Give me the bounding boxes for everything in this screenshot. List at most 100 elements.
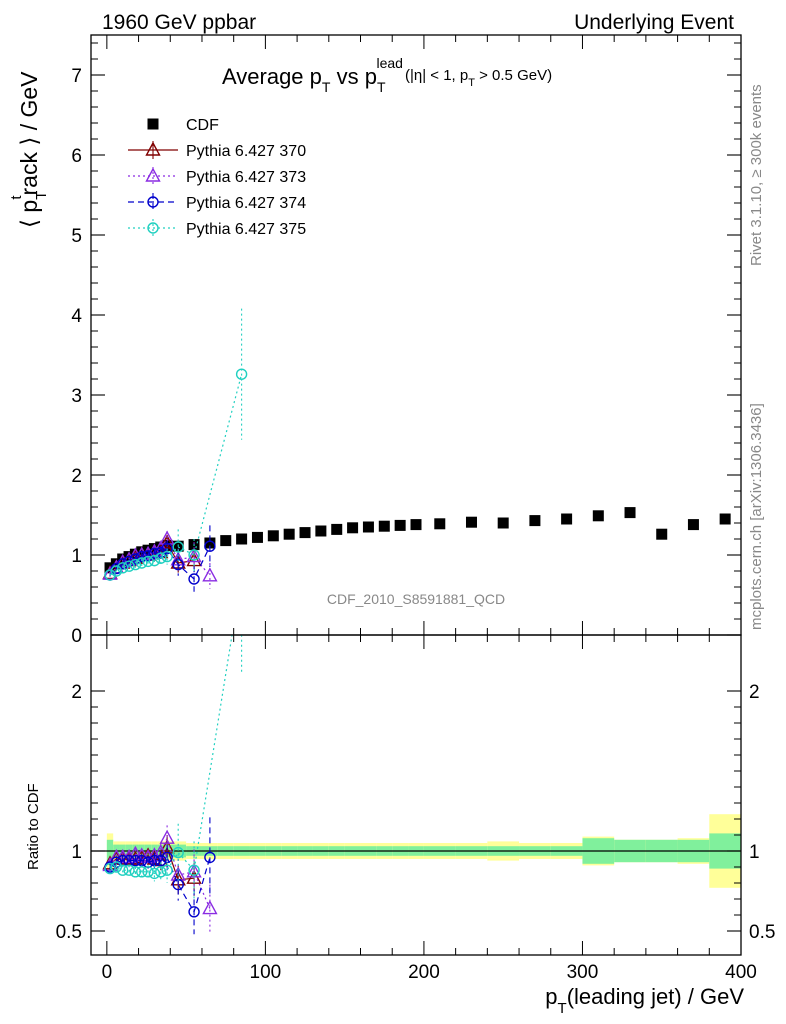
legend-entry-label: Pythia 6.427 374: [186, 195, 306, 212]
legend-marker: [147, 196, 159, 208]
main-series-4-point: [123, 560, 135, 572]
x-tick-label: 300: [567, 962, 599, 983]
main-series-0-point: [204, 537, 216, 549]
ratio-series-3-point: [237, 571, 247, 581]
ratio-y-tick-label: 0.5: [56, 922, 82, 943]
title-sub-t: T: [322, 79, 331, 95]
ratio-series-3-point: [129, 866, 142, 878]
ratio-data-layer: [91, 571, 741, 935]
main-series-0-point: [434, 518, 446, 530]
main-series-0-point: [299, 527, 311, 539]
legend-entry-label: Pythia 6.427 370: [186, 143, 306, 160]
chart-title: Average pT vs pTlead(|η| < 1, pT > 0.5 G…: [222, 55, 552, 95]
ylabel-sup-t: t: [8, 195, 25, 200]
main-series-0-point: [656, 528, 668, 540]
main-series-0-point: [378, 520, 390, 532]
header-right-label: Underlying Event: [574, 11, 734, 34]
ratio-series-1-point: [153, 844, 169, 859]
ratio-y-tick-label-right: 1: [749, 842, 760, 863]
main-y-tick-label: 5: [71, 226, 82, 247]
ylabel-sub-t: T: [33, 191, 50, 200]
ylabel-rack: rack ⟩ / GeV: [16, 71, 42, 196]
mcplots-reference-label: mcplots.cern.ch [arXiv:1306.3436]: [748, 403, 765, 630]
main-series-0-point: [331, 523, 343, 535]
xlabel-p: p: [545, 984, 557, 1009]
legend-entry-label: CDF: [186, 117, 219, 134]
ratio-series-1-point: [146, 847, 163, 862]
x-tick-label: 200: [408, 962, 440, 983]
main-series-0-point: [561, 513, 573, 525]
rivet-version-label: Rivet 3.1.10, ≥ 300k events: [748, 84, 765, 266]
ratio-series-2-point: [155, 854, 167, 867]
main-series-4-point: [136, 557, 148, 569]
ratio-y-tick-label-right: 0.5: [749, 922, 775, 943]
main-series-0-point: [220, 535, 232, 547]
main-series-4-line: [109, 374, 243, 576]
ratio-series-0-point: [127, 850, 144, 865]
main-y-tick-label: 7: [71, 66, 82, 87]
main-series-0-point: [592, 510, 604, 522]
ratio-y-tick-label: 2: [71, 682, 82, 703]
main-series-0-point: [362, 521, 374, 533]
main-y-tick-label: 3: [71, 386, 82, 407]
legend-marker: [145, 141, 161, 156]
header-left-label: 1960 GeV ppbar: [102, 11, 256, 34]
main-series-4-point: [117, 562, 129, 574]
main-series-0-point: [624, 507, 636, 519]
ratio-series-3-point: [110, 861, 123, 873]
main-y-tick-label: 1: [71, 546, 82, 567]
ratio-series-3-point: [123, 864, 135, 876]
main-series-4-point: [155, 552, 167, 564]
title-sup-lead: lead: [377, 55, 403, 71]
main-series-3-point: [129, 553, 142, 565]
ratio-series-3-point: [188, 864, 200, 876]
main-series-0-point: [497, 517, 509, 529]
main-y-tick-label: 4: [71, 306, 82, 327]
ratio-series-1-point: [202, 900, 218, 915]
ratio-series-1-point: [159, 829, 175, 844]
main-data-layer: [102, 308, 731, 592]
ratio-y-tick-label: 1: [71, 842, 82, 863]
main-series-0-point: [267, 530, 279, 542]
main-series-0-point: [347, 522, 359, 534]
title-cuts: (|η| < 1, p: [405, 67, 468, 84]
ratio-axis-ticks: 0.5 0.5 1 1 2 2 0 100 200 300 400: [56, 635, 775, 983]
legend-marker: [147, 222, 159, 234]
main-plot-panel: 0 1 2 3 4 5 6 7: [71, 34, 742, 647]
ratio-series-3-point: [142, 866, 154, 878]
ratio-series-3-point: [104, 862, 116, 875]
x-tick-label: 100: [250, 962, 282, 983]
main-series-0-point: [236, 533, 248, 545]
legend-entry-label: Pythia 6.427 373: [186, 169, 306, 186]
x-axis-label: pT(leading jet) / GeV: [545, 984, 744, 1017]
ratio-series-3-point: [136, 866, 148, 878]
title-vs: vs p: [330, 64, 376, 89]
title-cuts-2: > 0.5 GeV): [475, 67, 552, 84]
main-series-0-point: [465, 516, 477, 528]
ratio-series-3-point: [172, 846, 184, 859]
legend-marker: [145, 167, 161, 182]
main-series-4-point: [172, 541, 184, 553]
ratio-y-tick-label-right: 2: [749, 682, 760, 703]
ratio-plot-panel: 0.5 0.5 1 1 2 2 0 100 200 300 400: [56, 571, 775, 983]
main-series-4-point: [110, 565, 123, 577]
main-series-4-point: [235, 368, 248, 380]
main-y-tick-label: 0: [71, 626, 82, 647]
main-series-3-point: [117, 558, 129, 570]
main-series-4-point: [129, 558, 142, 571]
analysis-watermark: CDF_2010_S8591881_QCD: [327, 591, 505, 607]
main-series-0-point: [529, 515, 541, 527]
x-tick-label: 0: [102, 962, 113, 983]
main-y-tick-label: 6: [71, 146, 82, 167]
main-series-0-point: [251, 531, 263, 543]
ratio-series-3-point: [155, 866, 167, 878]
ratio-series-2-point: [204, 851, 216, 864]
main-series-2-point: [186, 548, 202, 563]
main-series-3-point: [188, 573, 200, 585]
main-series-3-point: [204, 540, 216, 552]
main-series-4-point: [142, 555, 154, 568]
main-series-0-point: [687, 519, 699, 531]
x-tick-label: 400: [725, 962, 757, 983]
ratio-series-3-point: [161, 864, 173, 876]
